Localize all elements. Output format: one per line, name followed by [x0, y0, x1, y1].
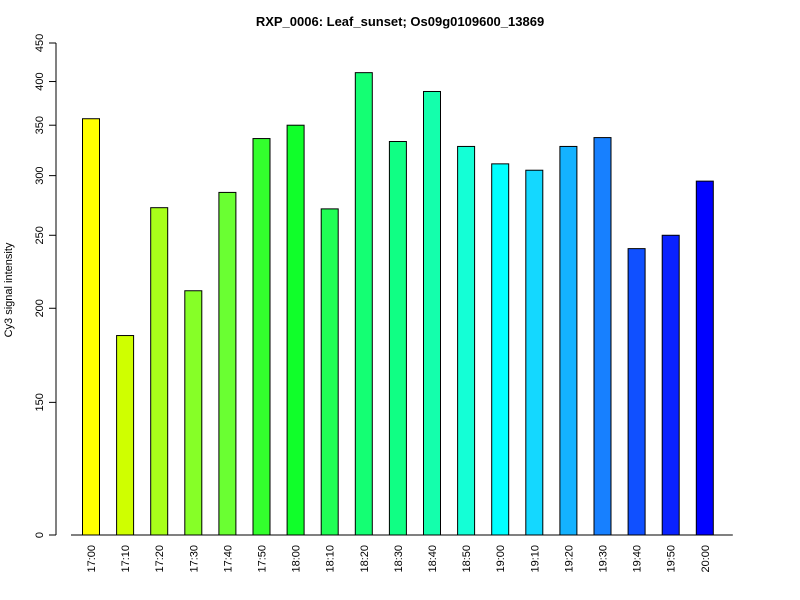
bar-1820	[354, 72, 373, 536]
bar-1900	[491, 163, 510, 536]
x-tick-label: 20:00	[700, 545, 712, 573]
x-tick-label: 17:20	[154, 545, 166, 573]
bar-1850	[457, 145, 476, 536]
bars	[82, 72, 714, 536]
bar-1810	[320, 208, 339, 536]
x-tick-labels: 17:00 17:10 17:20 17:30 17:40 17:50 18:00 18:10…	[86, 545, 712, 573]
x-tick-label: 17:50	[257, 545, 269, 573]
chart-title: RXP_0006: Leaf_sunset; Os09g0109600_1386…	[256, 14, 544, 29]
bar-1910	[525, 169, 544, 536]
x-tick-label: 19:50	[666, 545, 678, 573]
x-tick-label: 19:00	[495, 545, 507, 573]
x-tick-label: 18:50	[461, 545, 473, 573]
x-tick-label: 17:40	[222, 545, 234, 573]
y-tick-label: 250	[34, 226, 46, 244]
x-tick-label: 19:20	[563, 545, 575, 573]
y-tick-label: 200	[34, 299, 46, 317]
x-tick-label: 18:10	[325, 545, 337, 573]
bar-1700	[82, 118, 100, 536]
bar-1920	[559, 145, 578, 536]
bar-1750	[252, 138, 271, 536]
x-tick-label: 18:30	[393, 545, 405, 573]
bar-1950	[661, 234, 680, 536]
bar-1730	[184, 290, 203, 536]
bar-1720	[150, 207, 169, 536]
x-tick-label: 18:20	[359, 545, 371, 573]
x-tick-label: 17:10	[120, 545, 132, 573]
bar-1930	[593, 137, 612, 536]
bar-2000	[695, 180, 714, 536]
bar-1940	[627, 248, 646, 536]
x-tick-label: 17:30	[188, 545, 200, 573]
x-tick-label: 18:00	[291, 545, 303, 573]
y-tick-label: 450	[34, 34, 46, 52]
bar-1710	[116, 335, 135, 536]
bar-1840	[423, 90, 441, 536]
x-tick-label: 19:30	[598, 545, 610, 573]
x-tick-label: 18:40	[427, 545, 439, 573]
bar-1800	[286, 124, 305, 536]
x-tick-label: 19:10	[529, 545, 541, 573]
x-tick-label: 19:40	[632, 545, 644, 573]
x-tick-label: 17:00	[86, 545, 98, 573]
y-tick-label: 300	[34, 166, 46, 184]
y-tick-label: 150	[34, 393, 46, 411]
y-tick-label: 0	[34, 532, 46, 538]
y-tick-label: 400	[34, 72, 46, 90]
bar-1740	[218, 191, 237, 536]
y-axis-label: Cy3 signal intensity	[3, 242, 15, 337]
bar-1830	[388, 140, 407, 536]
y-tick-label: 350	[34, 116, 46, 134]
